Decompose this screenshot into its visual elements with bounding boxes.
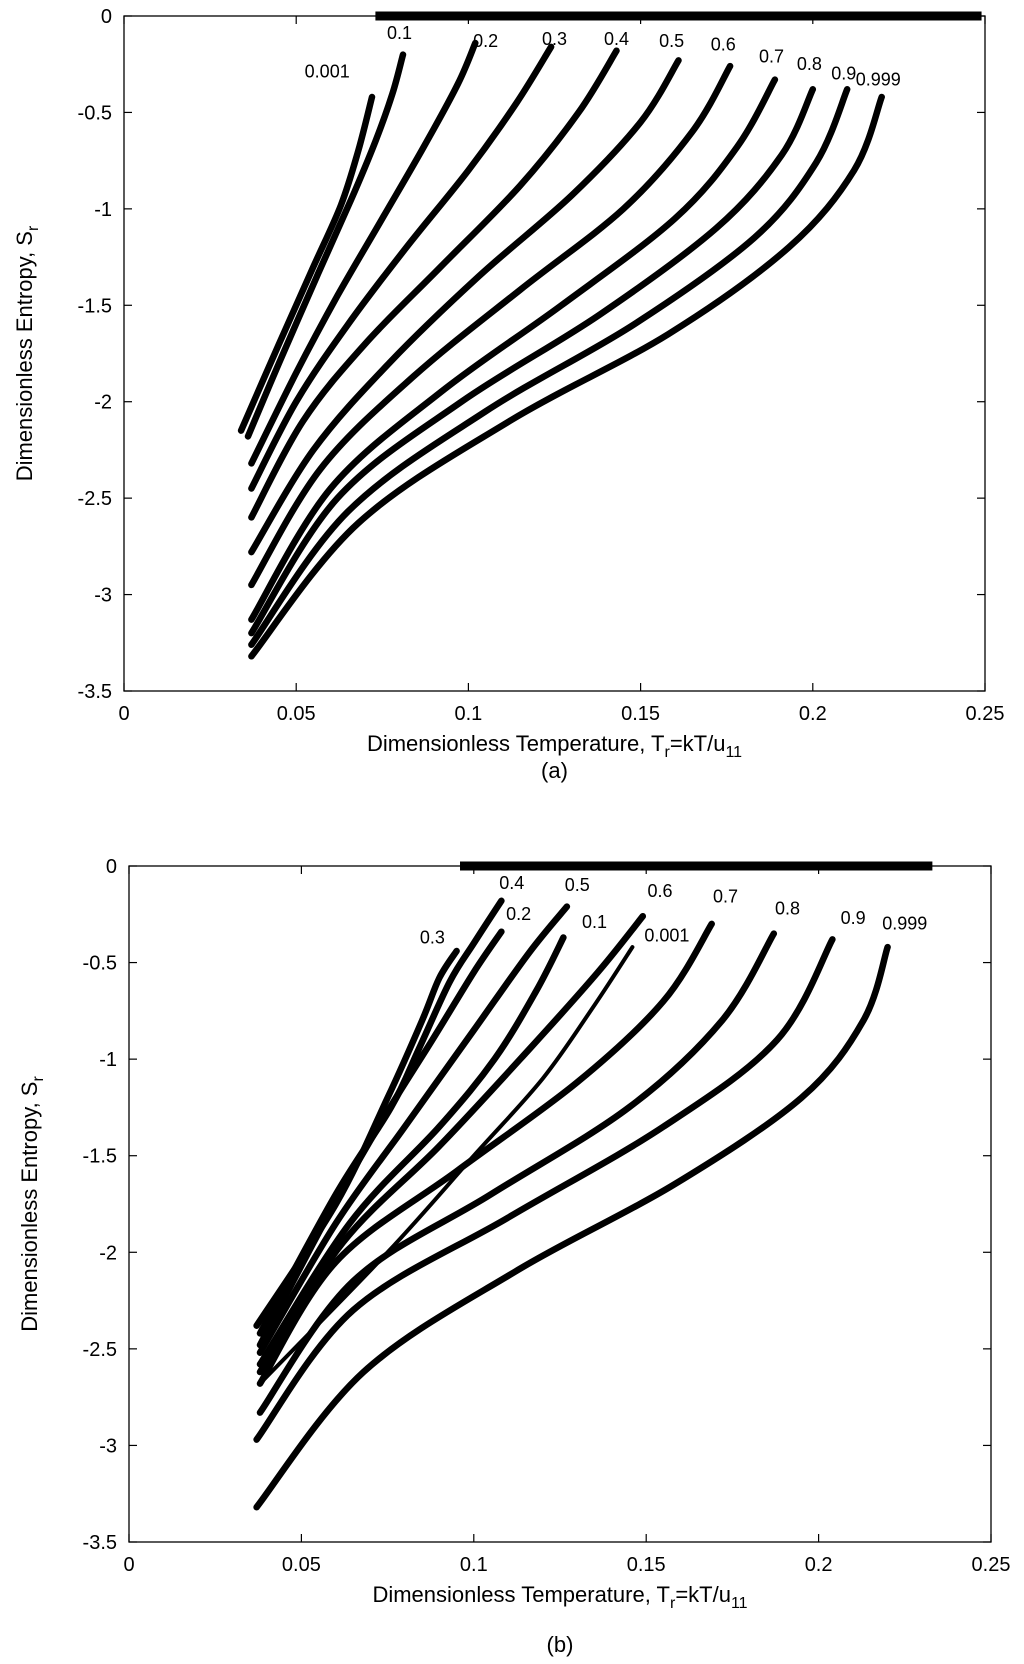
series-line-0.001 <box>237 93 376 434</box>
series-label-0.1: 0.1 <box>582 912 607 932</box>
y-tick-label: -2.5 <box>78 488 112 510</box>
panel-label: (b) <box>547 1632 574 1657</box>
chart-panel-a: 0 0.05 0.1 0.15 0.2 0.25 0 -0.5 -1 -1.5 -2 -2.5 -3 -3… <box>12 6 1004 783</box>
series-line-0.3 <box>248 43 555 492</box>
series-label-0.7: 0.7 <box>759 46 784 66</box>
series-line-0.7 <box>248 76 779 623</box>
x-tick-label: 0.2 <box>799 703 827 725</box>
series-line-0.2 <box>248 39 479 467</box>
series-group <box>237 11 982 660</box>
x-tick-label: 0.25 <box>966 703 1005 725</box>
series-label-0.4: 0.4 <box>604 29 629 49</box>
y-tick-label: -1 <box>99 1049 117 1071</box>
series-line-0.001 <box>258 945 635 1386</box>
series-label-0.001: 0.001 <box>644 925 689 945</box>
series-line-0.8 <box>248 86 817 637</box>
series-line-0.999 <box>253 943 891 1511</box>
series-label-0.3: 0.3 <box>420 927 445 947</box>
y-tick-label: -3 <box>94 585 112 607</box>
series-label-0.6: 0.6 <box>647 881 672 901</box>
y-tick-label: 0 <box>106 856 117 878</box>
y-tick-label: -0.5 <box>83 953 117 975</box>
series-line-0.4 <box>256 897 505 1337</box>
series-label-0.9: 0.9 <box>831 64 856 84</box>
x-tick-label: 0.25 <box>972 1554 1011 1576</box>
series-label-0.4: 0.4 <box>499 873 524 893</box>
series-label-0.3: 0.3 <box>542 29 567 49</box>
series-label-0.7: 0.7 <box>713 887 738 907</box>
series-label-0.5: 0.5 <box>565 875 590 895</box>
x-axis-label: Dimensionless Temperature, Tr=kT/u11 <box>367 731 742 761</box>
series-line-0.1 <box>244 51 407 440</box>
series-line-0.6 <box>248 62 734 589</box>
y-axis-label: Dimensionless Entropy, Sr <box>17 1076 47 1332</box>
y-tick-label: 0 <box>101 6 112 28</box>
series-label-0.8: 0.8 <box>775 898 800 918</box>
x-tick-label: 0.15 <box>621 703 660 725</box>
series-label-0.2: 0.2 <box>506 904 531 924</box>
series-label-0.999: 0.999 <box>882 914 927 934</box>
series-label-0.8: 0.8 <box>797 54 822 74</box>
x-axis-label: Dimensionless Temperature, Tr=kT/u11 <box>372 1582 747 1612</box>
series-label-0.1: 0.1 <box>387 23 412 43</box>
series-line-0.7 <box>256 920 715 1387</box>
y-tick-label: -1.5 <box>78 295 112 317</box>
x-tick-label: 0 <box>123 1554 134 1576</box>
x-tick-label: 0.05 <box>277 703 316 725</box>
plot-area-frame <box>123 15 986 692</box>
series-label-0.5: 0.5 <box>659 31 684 51</box>
x-tick-label: 0 <box>118 703 129 725</box>
series-label-0.6: 0.6 <box>711 35 736 55</box>
series-line-0.999 <box>248 93 885 660</box>
series-line-0.5 <box>256 903 571 1356</box>
series-line-0.9 <box>253 936 836 1443</box>
series-line-0.5 <box>248 57 682 556</box>
x-tick-label: 0.05 <box>282 1554 321 1576</box>
y-tick-label: -3.5 <box>83 1532 117 1554</box>
y-tick-label: -2 <box>94 392 112 414</box>
series-line-0.1 <box>256 934 567 1368</box>
x-tick-label: 0.15 <box>627 1554 666 1576</box>
y-tick-label: -2.5 <box>83 1339 117 1361</box>
y-tick-label: -3 <box>99 1435 117 1457</box>
series-label-0.001: 0.001 <box>305 62 350 82</box>
series-line-0.4 <box>248 47 620 521</box>
series-line-0.6 <box>256 912 647 1376</box>
series-group <box>253 861 933 1511</box>
series-line-0.8 <box>256 930 778 1416</box>
x-tick-label: 0.2 <box>805 1554 833 1576</box>
y-tick-label: -1 <box>94 199 112 221</box>
y-tick-label: -3.5 <box>78 681 112 703</box>
y-tick-label: -0.5 <box>78 102 112 124</box>
series-label-0.9: 0.9 <box>841 908 866 928</box>
y-axis-label: Dimensionless Entropy, Sr <box>12 225 42 481</box>
x-tick-label: 0.1 <box>454 703 482 725</box>
series-line-0.2 <box>256 928 505 1349</box>
y-tick-label: -1.5 <box>83 1146 117 1168</box>
chart-panel-b: 0 0.05 0.1 0.15 0.2 0.25 0 -0.5 -1 -1.5 -2 -2.5 -3 -3… <box>17 856 1010 1657</box>
series-line-0.9 <box>248 86 851 648</box>
y-tick-label: -2 <box>99 1242 117 1264</box>
series-label-0.2: 0.2 <box>473 31 498 51</box>
x-tick-label: 0.1 <box>460 1554 488 1576</box>
series-label-0.999: 0.999 <box>856 69 901 89</box>
panel-label: (a) <box>541 758 568 783</box>
